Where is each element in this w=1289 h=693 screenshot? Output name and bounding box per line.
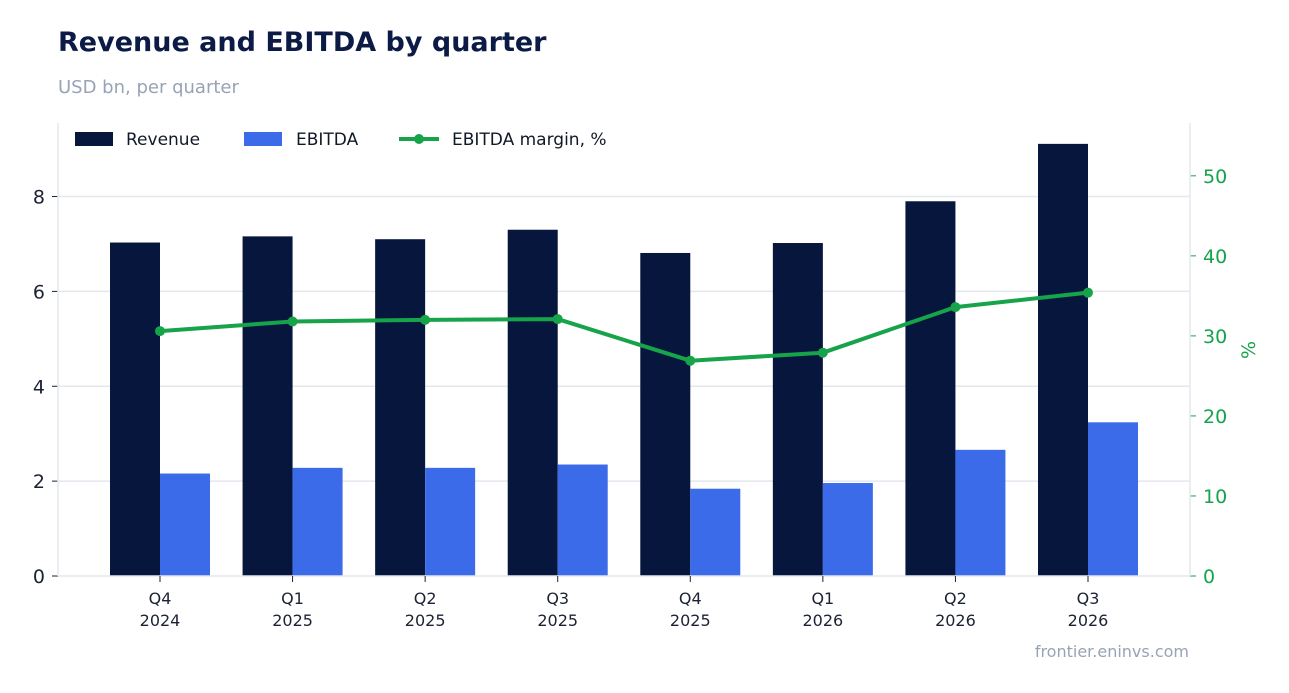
ebitda-bar bbox=[822, 483, 873, 576]
margin-line-layer bbox=[155, 287, 1093, 366]
ebitda-bar bbox=[955, 449, 1006, 576]
y-right-tick-label: 50 bbox=[1203, 166, 1227, 188]
revenue-bar bbox=[772, 243, 823, 576]
y-left-tick-label: 2 bbox=[33, 471, 45, 493]
revenue-bar bbox=[1038, 143, 1088, 576]
chart-subtitle: USD bn, per quarter bbox=[58, 77, 239, 98]
margin-point bbox=[817, 347, 828, 358]
y-left-tick-label: 8 bbox=[33, 187, 45, 209]
revenue-bar bbox=[110, 242, 160, 576]
margin-point bbox=[1083, 287, 1093, 298]
legend-swatch-margin-point bbox=[414, 134, 424, 144]
legend-label-margin: EBITDA margin, % bbox=[452, 130, 607, 150]
revenue-bar bbox=[507, 229, 558, 576]
x-tick-label-year: 2025 bbox=[405, 611, 446, 630]
x-tick-label-year: 2026 bbox=[935, 611, 976, 630]
revenue-bar bbox=[905, 201, 956, 576]
x-tick-label-year: 2025 bbox=[272, 611, 313, 630]
legend: Revenue EBITDA EBITDA margin, % bbox=[75, 130, 607, 150]
x-tick-label-year: 2025 bbox=[537, 611, 578, 630]
x-tick-label-quarter: Q1 bbox=[811, 589, 834, 608]
bars-layer bbox=[110, 143, 1138, 576]
y-left-tick-label: 6 bbox=[33, 281, 45, 303]
source-credit: frontier.eninvs.com bbox=[1034, 642, 1189, 661]
x-tick-label-quarter: Q4 bbox=[679, 589, 702, 608]
x-tick-label-quarter: Q2 bbox=[414, 589, 437, 608]
margin-point bbox=[950, 302, 961, 313]
x-tick-label-quarter: Q3 bbox=[546, 589, 569, 608]
x-tick-label-year: 2024 bbox=[140, 611, 181, 630]
revenue-bar bbox=[375, 239, 426, 576]
margin-point bbox=[552, 314, 563, 325]
margin-point bbox=[685, 355, 696, 366]
y-right-tick-label: 40 bbox=[1203, 246, 1227, 268]
y-right-tick-label: 0 bbox=[1203, 566, 1215, 588]
y-left-tick-label: 0 bbox=[33, 566, 45, 588]
revenue-bar bbox=[640, 252, 691, 576]
margin-point bbox=[155, 326, 165, 337]
x-tick-label-quarter: Q3 bbox=[1077, 589, 1100, 608]
x-tick-label-year: 2026 bbox=[802, 611, 843, 630]
y-right-tick-label: 20 bbox=[1203, 406, 1227, 428]
legend-swatch-revenue bbox=[75, 132, 113, 146]
y-right-tick-label: 10 bbox=[1203, 486, 1227, 508]
y-right-axis-label: % bbox=[1238, 341, 1260, 359]
ebitda-bar bbox=[425, 467, 476, 576]
x-tick-label-quarter: Q4 bbox=[149, 589, 172, 608]
y-left-tick-label: 4 bbox=[33, 376, 45, 398]
ebitda-bar bbox=[160, 473, 210, 576]
margin-point bbox=[420, 314, 431, 325]
ebitda-bar bbox=[690, 488, 741, 576]
ebitda-bar bbox=[557, 464, 608, 576]
y-right-tick-label: 30 bbox=[1203, 326, 1227, 348]
legend-swatch-ebitda bbox=[244, 132, 282, 146]
legend-label-ebitda: EBITDA bbox=[296, 130, 359, 150]
x-tick-label-quarter: Q2 bbox=[944, 589, 967, 608]
ebitda-bar bbox=[1088, 422, 1138, 576]
x-tick-label-year: 2026 bbox=[1068, 611, 1109, 630]
axes-layer: 0 2 4 6 8 0 10 20 30 40 50% Q4 2024 Q1 2025 Q2 2025 Q3 202… bbox=[33, 123, 1260, 630]
x-tick-label-quarter: Q1 bbox=[281, 589, 304, 608]
margin-point bbox=[287, 316, 298, 327]
chart-title: Revenue and EBITDA by quarter bbox=[58, 27, 547, 58]
ebitda-bar bbox=[292, 467, 343, 576]
x-tick-label-year: 2025 bbox=[670, 611, 711, 630]
margin-line bbox=[159, 290, 1089, 363]
revenue-bar bbox=[242, 236, 293, 576]
legend-label-revenue: Revenue bbox=[126, 130, 200, 150]
